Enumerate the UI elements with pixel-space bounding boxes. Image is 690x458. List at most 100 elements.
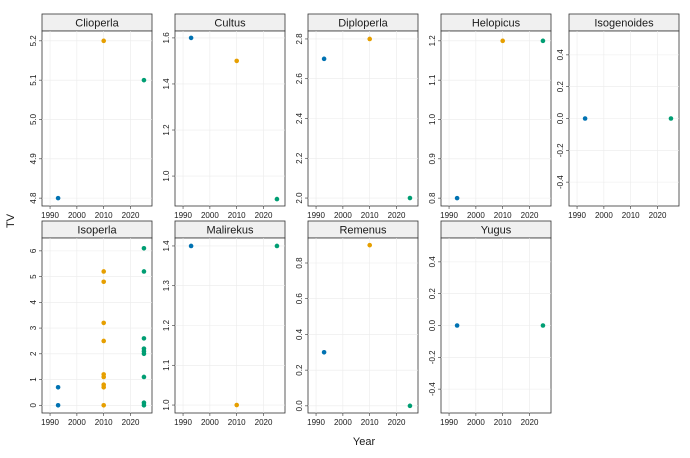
y-tick-label: 4 xyxy=(29,300,38,305)
data-point-isoperla xyxy=(141,269,147,274)
data-point-isoperla xyxy=(141,402,147,408)
y-tick-label: 1.0 xyxy=(162,399,171,411)
data-point-remenus xyxy=(367,242,373,248)
y-tick-label: 1.4 xyxy=(162,240,171,252)
y-tick-label: 0.6 xyxy=(295,293,304,305)
data-point-isoperla xyxy=(141,245,147,251)
data-point-isoperla xyxy=(101,402,107,408)
x-tick-label: 2020 xyxy=(122,418,140,427)
data-point-isoperla xyxy=(101,338,107,344)
data-point-malirekus xyxy=(274,243,280,249)
panel-cultus: Cultus 1990 2000 2010 2020 1.0 1.2 1.4 1.6 xyxy=(162,13,286,220)
panel-diploperla: Diploperla 1990 2000 2010 2020 2.0 2.2 2.4 2.6 2.… xyxy=(295,13,419,220)
y-tick-label: 2.6 xyxy=(295,73,304,85)
x-tick-label: 2010 xyxy=(95,418,113,427)
data-point-cultus xyxy=(188,35,194,41)
data-point-remenus xyxy=(321,349,327,355)
y-tick-label: 0.2 xyxy=(295,364,304,376)
y-tick-label: 1.6 xyxy=(162,32,171,44)
data-point-isoperla xyxy=(101,384,107,390)
x-tick-label: 1990 xyxy=(568,211,586,220)
data-point-isoperla xyxy=(55,402,61,408)
y-tick-label: 0.8 xyxy=(295,257,304,269)
y-tick-label: 2.2 xyxy=(295,152,304,164)
y-tick-label: 4.9 xyxy=(29,153,38,165)
x-tick-label: 2010 xyxy=(622,211,640,220)
data-point-cultus xyxy=(274,196,280,202)
y-tick-label: 2.0 xyxy=(295,192,304,204)
data-point-isoperla xyxy=(101,320,107,326)
y-tick-label: 1.1 xyxy=(162,359,171,371)
y-tick-label: 1.4 xyxy=(162,78,171,90)
data-point-helopicus xyxy=(500,38,506,44)
x-tick-label: 2020 xyxy=(388,418,406,427)
x-tick-label: 2010 xyxy=(228,418,246,427)
y-tick-label: 1.2 xyxy=(162,319,171,331)
x-tick-label: 2000 xyxy=(467,418,485,427)
plot-area-clioperla xyxy=(41,30,153,207)
x-tick-label: 2020 xyxy=(255,211,273,220)
x-tick-label: 2010 xyxy=(95,211,113,220)
strip-label-diploperla: Diploperla xyxy=(338,18,388,30)
y-tick-label: 2.4 xyxy=(295,112,304,124)
y-tick-label: 1 xyxy=(29,377,38,382)
data-point-isogenoides xyxy=(582,116,588,121)
y-tick-label: 0.8 xyxy=(428,192,437,204)
x-tick-label: 1990 xyxy=(307,418,325,427)
x-tick-label: 1990 xyxy=(41,418,59,427)
y-tick-label: 0.0 xyxy=(556,112,565,124)
data-point-yugus xyxy=(540,323,546,328)
data-point-clioperla xyxy=(101,38,107,44)
strip-label-cultus: Cultus xyxy=(214,18,246,30)
y-tick-label: -0.2 xyxy=(556,143,565,157)
x-tick-label: 2010 xyxy=(494,418,512,427)
y-tick-label: -0.4 xyxy=(556,175,565,189)
y-tick-label: 5.0 xyxy=(29,113,38,125)
panel-helopicus: Helopicus 1990 2000 2010 2020 0.8 0.9 1.0 1.1 1.2 xyxy=(428,13,552,220)
data-point-yugus xyxy=(454,323,460,328)
x-tick-label: 2020 xyxy=(122,211,140,220)
data-point-isoperla xyxy=(55,384,61,390)
y-tick-label: 0.0 xyxy=(428,319,437,331)
y-tick-label: 5.1 xyxy=(29,74,38,86)
y-tick-label: 1.0 xyxy=(428,113,437,125)
x-tick-label: 2020 xyxy=(649,211,667,220)
data-point-malirekus xyxy=(234,402,240,408)
x-tick-label: 1990 xyxy=(440,211,458,220)
x-tick-label: 2000 xyxy=(334,418,352,427)
y-tick-label: 2 xyxy=(29,351,38,356)
x-tick-label: 2010 xyxy=(361,418,379,427)
y-tick-label: 0.2 xyxy=(428,288,437,300)
y-tick-label: 0.9 xyxy=(428,153,437,165)
x-tick-label: 1990 xyxy=(440,418,458,427)
x-tick-label: 2010 xyxy=(494,211,512,220)
y-tick-label: 1.1 xyxy=(428,74,437,86)
plot-area-cultus xyxy=(174,30,286,207)
x-tick-label: 2000 xyxy=(201,211,219,220)
y-tick-label: 5.2 xyxy=(29,35,38,47)
y-tick-label: 6 xyxy=(29,248,38,253)
panel-remenus: Remenus 1990 2000 2010 2020 0.0 0.2 0.4 0.6 0.8 xyxy=(295,220,419,427)
y-tick-label: 0 xyxy=(29,403,38,408)
data-point-malirekus xyxy=(188,243,194,249)
x-tick-label: 1990 xyxy=(307,211,325,220)
data-point-helopicus xyxy=(540,38,546,44)
data-point-clioperla xyxy=(141,77,147,83)
plot-area-isoperla xyxy=(41,237,153,414)
y-tick-label: 4.8 xyxy=(29,192,38,204)
y-tick-label: 1.3 xyxy=(162,280,171,292)
panel-clioperla: Clioperla 1990 2000 2010 2020 4.8 4.9 5.0 5.1 5.2 xyxy=(29,13,153,220)
panel-isogenoides: Isogenoides 1990 2000 2010 2020 -0.4 -0.2 0.0 0.… xyxy=(556,13,680,220)
data-point-isoperla xyxy=(141,336,147,341)
panel-malirekus: Malirekus 1990 2000 2010 2020 1.0 1.1 1.2 1.3 1.4 xyxy=(162,220,286,427)
x-tick-label: 2000 xyxy=(334,211,352,220)
data-point-helopicus xyxy=(454,195,460,201)
x-tick-label: 2000 xyxy=(467,211,485,220)
y-tick-label: 1.0 xyxy=(162,170,171,182)
x-tick-label: 2020 xyxy=(521,418,539,427)
y-tick-label: 3 xyxy=(29,325,38,330)
x-tick-label: 2000 xyxy=(201,418,219,427)
x-tick-label: 2000 xyxy=(68,418,86,427)
data-point-diploperla xyxy=(367,36,373,42)
